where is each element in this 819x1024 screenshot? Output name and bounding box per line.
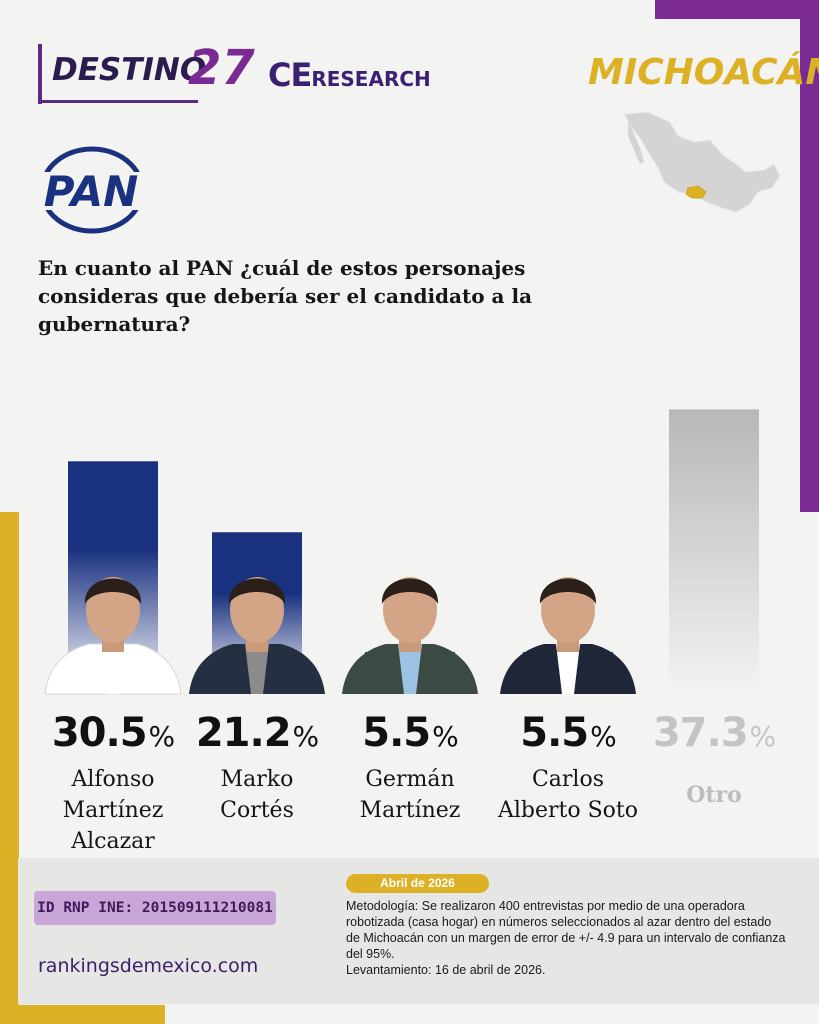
brand-underline <box>38 100 198 103</box>
purple-frame-right <box>800 0 819 512</box>
value-label-3: 5.5% <box>330 710 490 756</box>
candidate-photos-group <box>44 577 636 695</box>
candidate-name-3: Germán Martínez <box>359 767 461 823</box>
candidate-name-5: Otro <box>686 782 742 808</box>
methodology-paragraph: Metodología: Se realizaron 400 entrevist… <box>346 899 786 961</box>
date-pill: Abril de 2026 <box>346 874 489 893</box>
candidate-name-1: Alfonso Martínez Alcazar <box>62 767 164 854</box>
candidate-name-2: Marko Cortés <box>220 767 294 823</box>
ce-label: CE <box>268 56 312 94</box>
value-number-5: 37.3 <box>652 710 749 756</box>
methodology-text: Metodología: Se realizaron 400 entrevist… <box>346 898 786 978</box>
destino-number: 27 <box>188 40 255 96</box>
candidate-photo-2 <box>189 577 325 694</box>
value-percent-sign-5: % <box>749 720 777 753</box>
survey-question: En cuanto al PAN ¿cuál de estos personaj… <box>38 256 533 336</box>
value-percent-sign-4: % <box>590 720 617 753</box>
value-label-1: 30.5% <box>33 710 193 756</box>
state-title: MICHOACÁN <box>588 52 819 93</box>
destino-label: DESTINO <box>52 52 207 88</box>
value-number-4: 5.5 <box>520 710 589 756</box>
value-percent-sign-1: % <box>148 720 176 753</box>
website-link[interactable]: rankingsdemexico.com <box>38 955 259 977</box>
purple-frame-top <box>655 0 819 19</box>
destino-brand: DESTINO 27 <box>38 40 258 104</box>
value-percent-sign-2: % <box>292 720 320 753</box>
gold-frame-bottom <box>0 1005 165 1024</box>
bar-5 <box>669 409 759 694</box>
research-label: RESEARCH <box>311 67 431 91</box>
candidate-photo-3 <box>342 577 478 694</box>
value-label-2: 21.2% <box>177 710 337 756</box>
candidate-name-4: Carlos Alberto Soto <box>497 767 639 823</box>
rnp-badge: ID RNP INE: 201509111210081 <box>34 891 276 925</box>
value-number-3: 5.5 <box>362 710 431 756</box>
fieldwork-date: Levantamiento: 16 de abril de 2026. <box>346 963 546 977</box>
value-percent-sign-3: % <box>432 720 459 753</box>
ceresearch-logo: CERESEARCH <box>268 56 431 94</box>
value-label-4: 5.5% <box>488 710 648 756</box>
candidate-photo-4 <box>500 577 636 694</box>
value-number-1: 30.5 <box>51 710 148 756</box>
mexico-map-icon <box>623 111 781 213</box>
value-label-5: 37.3% <box>634 710 794 756</box>
candidate-photo-1 <box>44 577 182 695</box>
value-number-2: 21.2 <box>195 710 292 756</box>
pan-logo-text: PAN <box>44 167 139 216</box>
gold-frame-left <box>0 512 19 1024</box>
pan-party-logo: PAN <box>36 146 146 234</box>
brand-bracket <box>38 44 42 104</box>
